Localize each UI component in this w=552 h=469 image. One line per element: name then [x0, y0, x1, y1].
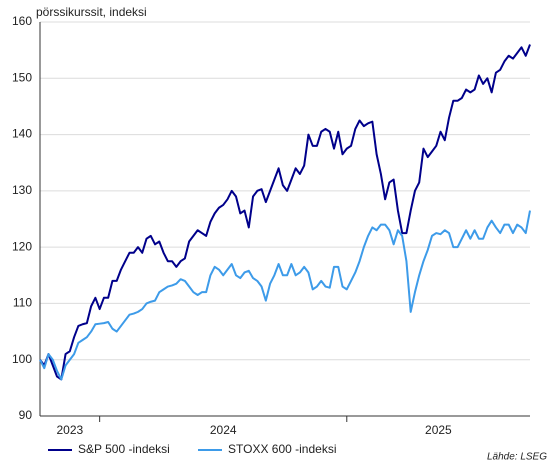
- y-tick-label: 90: [19, 408, 33, 422]
- y-tick-label: 130: [12, 183, 32, 197]
- x-tick-label: 2023: [56, 423, 83, 437]
- y-tick-label: 110: [13, 296, 32, 310]
- y-tick-label: 140: [12, 127, 32, 141]
- y-tick-label: 150: [12, 70, 32, 84]
- legend-label: S&P 500 -indeksi: [78, 442, 170, 456]
- x-tick-label: 2024: [210, 423, 237, 437]
- source: Lähde: LSEG: [487, 452, 547, 463]
- y-tick-label: 100: [12, 352, 32, 366]
- x-tick-label: 2025: [425, 423, 452, 437]
- y-axis-label: pörssikurssit, indeksi: [36, 5, 147, 19]
- legend-label: STOXX 600 -indeksi: [228, 442, 337, 456]
- line: [39, 44, 531, 381]
- y-tick-label: 160: [12, 14, 32, 28]
- line: [39, 210, 531, 381]
- y-tick-label: 120: [12, 239, 32, 253]
